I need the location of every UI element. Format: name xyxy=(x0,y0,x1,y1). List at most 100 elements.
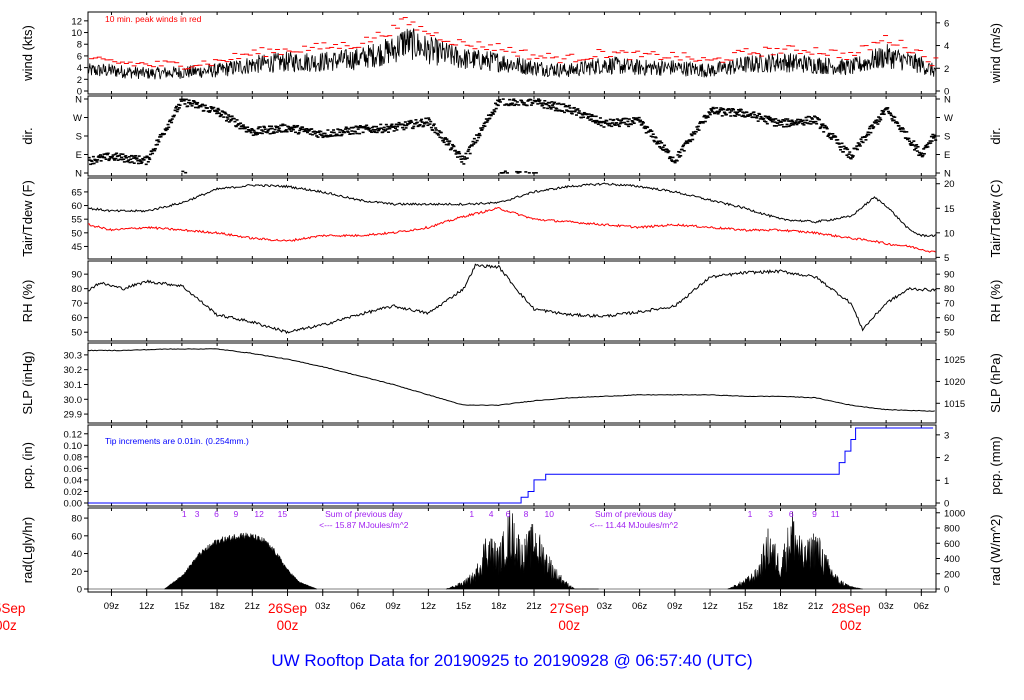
y-tick-label-right: 90 xyxy=(944,270,955,281)
y-tick-label-right: 1015 xyxy=(944,399,965,410)
y-tick-label-right: 10 xyxy=(944,228,955,239)
y-axis-title-right: pcp. (mm) xyxy=(988,436,1003,495)
hour-label: 1 xyxy=(469,509,474,519)
hour-label: 3 xyxy=(768,509,773,519)
y-tick-label-left: N xyxy=(75,169,82,180)
y-axis-title-left: Tair/Tdew (F) xyxy=(20,180,35,257)
day-label-date: 28Sep xyxy=(831,601,870,616)
day-label-hour: 00z xyxy=(558,618,580,633)
day-label-date: 27Sep xyxy=(550,601,589,616)
y-tick-label-right: 200 xyxy=(944,569,960,580)
day-label-date: 25Sep xyxy=(0,601,25,616)
y-tick-label-left: 0 xyxy=(77,585,82,596)
annotation-sum-label: Sum of previous day xyxy=(325,509,403,519)
y-tick-label-left: 0 xyxy=(77,87,82,98)
x-tick-label: 21z xyxy=(245,601,261,612)
y-tick-label-left: 0.06 xyxy=(64,464,83,475)
panel-frame xyxy=(87,424,937,507)
annotation-sum-value: <--- 15.87 MJoules/m^2 xyxy=(319,520,409,530)
y-tick-label-left: W xyxy=(73,113,82,124)
y-axis-title-right: wind (m/s) xyxy=(988,23,1003,84)
series-area-radiation xyxy=(163,532,317,590)
y-tick-label-left: 90 xyxy=(71,270,82,281)
x-tick-label: 06z xyxy=(914,601,930,612)
y-tick-label-left: 2 xyxy=(77,75,82,86)
y-axis-title-left: rad(Lgly/hr) xyxy=(20,517,35,583)
y-tick-label-left: 70 xyxy=(71,299,82,310)
series-area-radiation xyxy=(727,512,863,590)
y-tick-label-right: 400 xyxy=(944,554,960,565)
y-tick-label-left: 50 xyxy=(71,228,82,239)
y-tick-label-right: 0 xyxy=(944,87,949,98)
y-tick-label-left: 50 xyxy=(71,328,82,339)
y-axis-title-right: Tair/Tdew (C) xyxy=(988,179,1003,257)
day-label-hour: 00z xyxy=(840,618,862,633)
x-tick-label: 21z xyxy=(808,601,824,612)
y-tick-label-right: 1000 xyxy=(944,508,965,519)
x-tick-label: 21z xyxy=(526,601,542,612)
hour-label: 12 xyxy=(254,509,264,519)
hour-label: 10 xyxy=(545,509,555,519)
y-tick-label-left: 0.10 xyxy=(64,441,83,452)
y-tick-label-left: 0.02 xyxy=(64,487,83,498)
y-tick-label-left: 30.1 xyxy=(64,380,83,391)
x-tick-label: 09z xyxy=(104,601,120,612)
y-tick-label-left: 80 xyxy=(71,514,82,525)
x-tick-label: 03z xyxy=(597,601,613,612)
y-tick-label-right: 50 xyxy=(944,328,955,339)
day-label-hour: 00z xyxy=(0,618,17,633)
y-tick-label-right: 0 xyxy=(944,585,949,596)
panel-frame xyxy=(87,177,937,260)
x-tick-label: 03z xyxy=(878,601,894,612)
hour-label: 1 xyxy=(748,509,753,519)
y-tick-label-right: 600 xyxy=(944,539,960,550)
series-line-pcp xyxy=(88,427,934,504)
y-tick-label-right: 4 xyxy=(944,41,949,52)
y-tick-label-right: N xyxy=(944,169,951,180)
hour-label: 6 xyxy=(506,509,511,519)
day-label-hour: 00z xyxy=(277,618,299,633)
y-tick-label-right: 1 xyxy=(944,476,949,487)
y-tick-label-left: 30.3 xyxy=(64,350,83,361)
x-tick-label: 06z xyxy=(632,601,648,612)
x-tick-label: 18z xyxy=(491,601,507,612)
y-tick-label-right: 20 xyxy=(944,179,955,190)
panel-frame xyxy=(87,11,937,95)
panel-frame xyxy=(87,507,937,593)
x-tick-label: 09z xyxy=(667,601,683,612)
y-axis-title-left: wind (kts) xyxy=(20,25,35,82)
annotation-peak-winds: 10 min. peak winds in red xyxy=(105,14,202,24)
y-tick-label-left: 40 xyxy=(71,549,82,560)
y-tick-label-left: 20 xyxy=(71,567,82,578)
x-tick-label: 03z xyxy=(315,601,331,612)
chart-title: UW Rooftop Data for 20190925 to 20190928… xyxy=(271,651,752,670)
x-tick-label: 15z xyxy=(174,601,190,612)
annotation-sum-value: <--- 11.44 MJoules/m^2 xyxy=(589,520,678,530)
y-tick-label-right: 70 xyxy=(944,299,955,310)
y-tick-label-left: 45 xyxy=(71,242,82,253)
hour-label: 6 xyxy=(789,509,794,519)
y-tick-label-right: 80 xyxy=(944,284,955,295)
y-tick-label-right: 2 xyxy=(944,64,949,75)
y-tick-label-left: 0.08 xyxy=(64,452,83,463)
y-axis-title-left: RH (%) xyxy=(20,280,35,323)
y-tick-label-left: 30.0 xyxy=(64,395,83,406)
y-tick-label-right: N xyxy=(944,95,951,106)
series-area-radiation xyxy=(445,510,599,590)
y-tick-label-left: S xyxy=(76,132,82,143)
y-tick-label-right: 1025 xyxy=(944,355,965,366)
day-label-date: 26Sep xyxy=(268,601,307,616)
series-line-tair xyxy=(88,182,936,238)
hour-label: 9 xyxy=(234,509,239,519)
y-tick-label-left: 12 xyxy=(71,16,82,27)
y-tick-label-left: 60 xyxy=(71,313,82,324)
y-tick-label-left: 4 xyxy=(77,63,82,74)
y-axis-title-right: SLP (hPa) xyxy=(988,353,1003,413)
y-tick-label-left: 0.00 xyxy=(64,499,83,510)
hour-label: 8 xyxy=(524,509,529,519)
y-tick-label-left: 65 xyxy=(71,187,82,198)
y-axis-title-right: dir. xyxy=(988,127,1003,144)
y-tick-label-right: 800 xyxy=(944,524,960,535)
y-tick-label-left: 10 xyxy=(71,28,82,39)
